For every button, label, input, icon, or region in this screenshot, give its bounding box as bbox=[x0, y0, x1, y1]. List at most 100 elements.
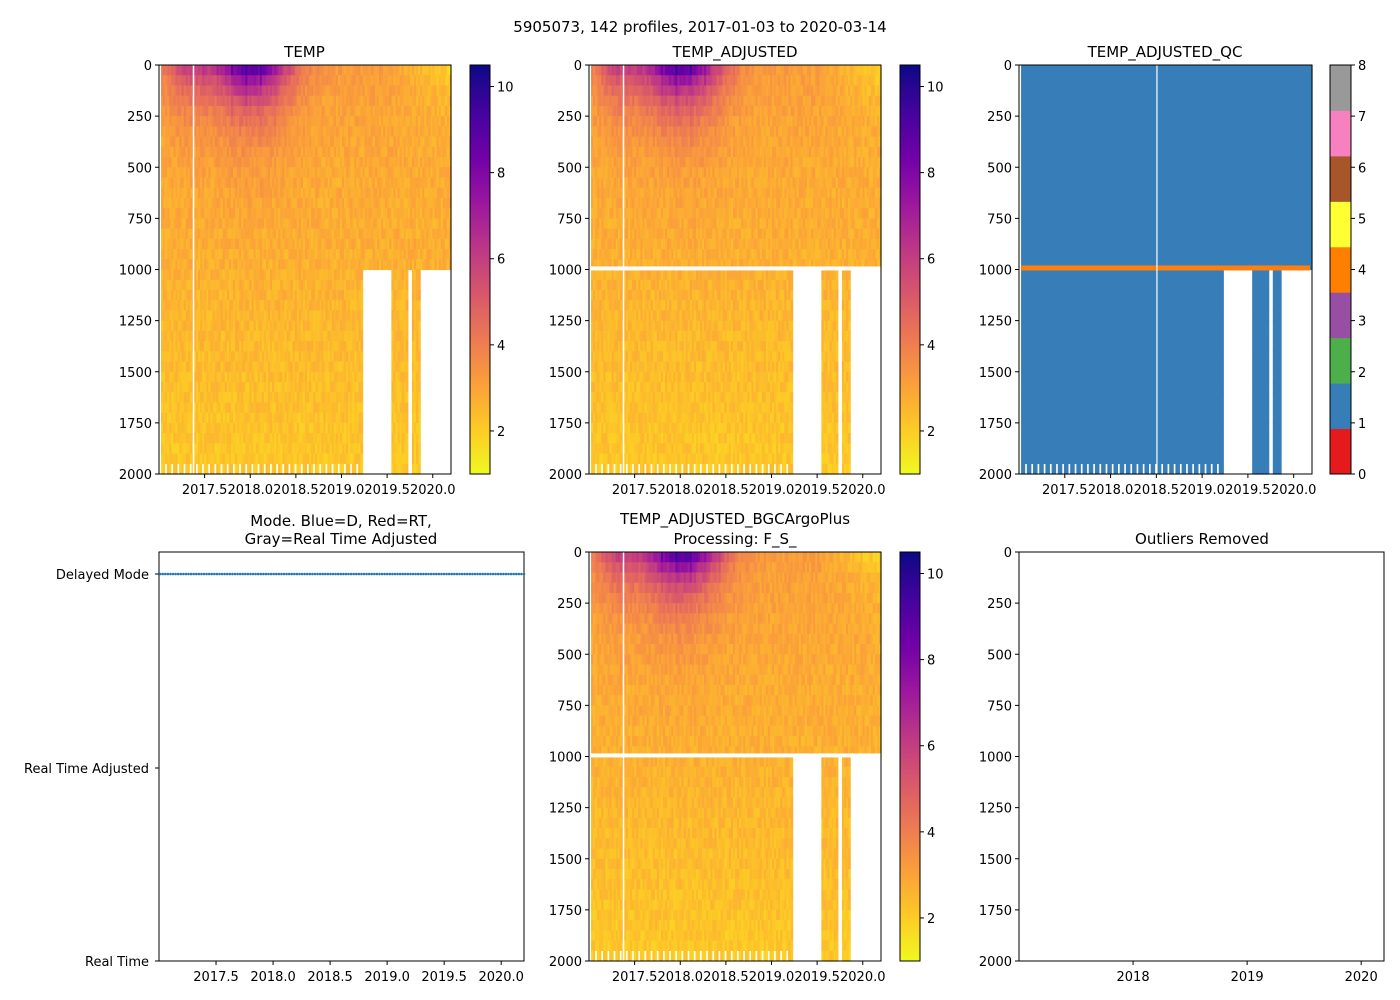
heatmap-cell bbox=[245, 422, 249, 434]
heatmap-cell bbox=[175, 238, 179, 250]
heatmap-cell bbox=[247, 157, 251, 168]
heatmap-cell bbox=[235, 381, 238, 393]
heatmap-cell bbox=[245, 116, 249, 127]
heatmap-cell bbox=[198, 177, 201, 189]
heatmap-cell bbox=[193, 320, 197, 332]
heatmap-cell bbox=[181, 177, 185, 189]
heatmap-cell bbox=[245, 167, 249, 179]
heatmap-cell bbox=[222, 341, 226, 352]
heatmap-cell bbox=[222, 433, 226, 444]
heatmap-cell bbox=[183, 136, 187, 148]
heatmap-cell bbox=[167, 218, 170, 230]
heatmap-cell bbox=[220, 228, 224, 240]
heatmap-cell bbox=[185, 463, 189, 475]
heatmap-cell bbox=[183, 157, 187, 168]
heatmap-cell bbox=[237, 443, 240, 455]
heatmap-cell bbox=[249, 105, 253, 117]
heatmap-cell bbox=[210, 105, 214, 117]
heatmap-cell bbox=[245, 95, 249, 107]
heatmap-cell bbox=[224, 65, 228, 76]
heatmap-cell bbox=[253, 341, 257, 352]
heatmap-cell bbox=[163, 320, 166, 332]
heatmap-cell bbox=[241, 208, 244, 219]
heatmap-cell bbox=[200, 300, 203, 311]
heatmap-cell bbox=[226, 289, 230, 301]
heatmap-cell bbox=[235, 238, 238, 250]
heatmap-cell bbox=[175, 65, 179, 76]
heatmap-cell bbox=[187, 208, 191, 219]
heatmap-cell bbox=[249, 146, 253, 158]
heatmap-cell bbox=[177, 341, 181, 352]
heatmap-cell bbox=[259, 218, 263, 230]
heatmap-cell bbox=[198, 300, 201, 311]
heatmap-cell bbox=[169, 453, 172, 465]
heatmap-cell bbox=[183, 453, 187, 465]
heatmap-cell bbox=[241, 75, 244, 87]
heatmap-cell bbox=[167, 85, 170, 97]
heatmap-cell bbox=[200, 402, 203, 414]
heatmap-cell bbox=[208, 453, 212, 465]
heatmap-cell bbox=[187, 279, 191, 291]
heatmap-cell bbox=[175, 381, 179, 393]
heatmap-cell bbox=[253, 116, 257, 127]
heatmap-cell bbox=[239, 371, 242, 383]
heatmap-cell bbox=[220, 422, 224, 434]
heatmap-cell bbox=[171, 371, 174, 383]
heatmap-cell bbox=[243, 351, 246, 363]
heatmap-cell bbox=[200, 218, 203, 230]
heatmap-cell bbox=[198, 392, 201, 404]
heatmap-cell bbox=[230, 75, 234, 87]
heatmap-cell bbox=[247, 85, 251, 97]
heatmap-cell bbox=[216, 95, 220, 107]
heatmap-cell bbox=[208, 136, 212, 148]
heatmap-cell bbox=[181, 197, 185, 209]
heatmap-cell bbox=[161, 310, 164, 322]
heatmap-cell bbox=[187, 341, 191, 352]
heatmap-cell bbox=[187, 187, 191, 199]
heatmap-cell bbox=[245, 402, 249, 414]
heatmap-cell bbox=[189, 116, 193, 127]
heatmap-cell bbox=[237, 433, 240, 444]
heatmap-cell bbox=[208, 341, 212, 352]
heatmap-cell bbox=[163, 392, 166, 404]
heatmap-cell bbox=[255, 259, 259, 271]
heatmap-cell bbox=[165, 310, 168, 322]
heatmap-cell bbox=[233, 136, 236, 148]
heatmap-cell bbox=[218, 392, 222, 404]
heatmap-cell bbox=[241, 341, 244, 352]
heatmap-cell bbox=[237, 453, 240, 465]
heatmap-cell bbox=[212, 361, 216, 373]
heatmap-cell bbox=[167, 341, 170, 352]
heatmap-cell bbox=[249, 371, 253, 383]
heatmap-cell bbox=[228, 218, 232, 230]
heatmap-cell bbox=[204, 310, 207, 322]
heatmap-cell bbox=[261, 95, 265, 107]
heatmap-cell bbox=[222, 136, 226, 148]
heatmap-cell bbox=[198, 208, 201, 219]
heatmap-cell bbox=[161, 392, 164, 404]
heatmap-cell bbox=[224, 371, 228, 383]
heatmap-cell bbox=[165, 300, 168, 311]
heatmap-cell bbox=[239, 187, 242, 199]
heatmap-cell bbox=[208, 208, 212, 219]
heatmap-cell bbox=[251, 310, 255, 322]
heatmap-cell bbox=[210, 238, 214, 250]
heatmap-cell bbox=[224, 392, 228, 404]
heatmap-cell bbox=[204, 85, 207, 97]
heatmap-cell bbox=[253, 330, 257, 342]
heatmap-cell bbox=[418, 381, 421, 393]
heatmap-cell bbox=[181, 116, 185, 127]
heatmap-cell bbox=[360, 453, 364, 465]
heatmap-cell bbox=[212, 443, 216, 455]
heatmap-cell bbox=[196, 351, 199, 363]
heatmap-cell bbox=[212, 300, 216, 311]
heatmap-cell bbox=[224, 463, 228, 475]
heatmap-cell bbox=[218, 95, 222, 107]
heatmap-cell bbox=[208, 381, 212, 393]
heatmap-cell bbox=[249, 116, 253, 127]
heatmap-cell bbox=[165, 85, 168, 97]
heatmap-cell bbox=[226, 422, 230, 434]
heatmap-cell bbox=[196, 392, 199, 404]
heatmap-cell bbox=[255, 65, 259, 76]
heatmap-cell bbox=[210, 392, 214, 404]
